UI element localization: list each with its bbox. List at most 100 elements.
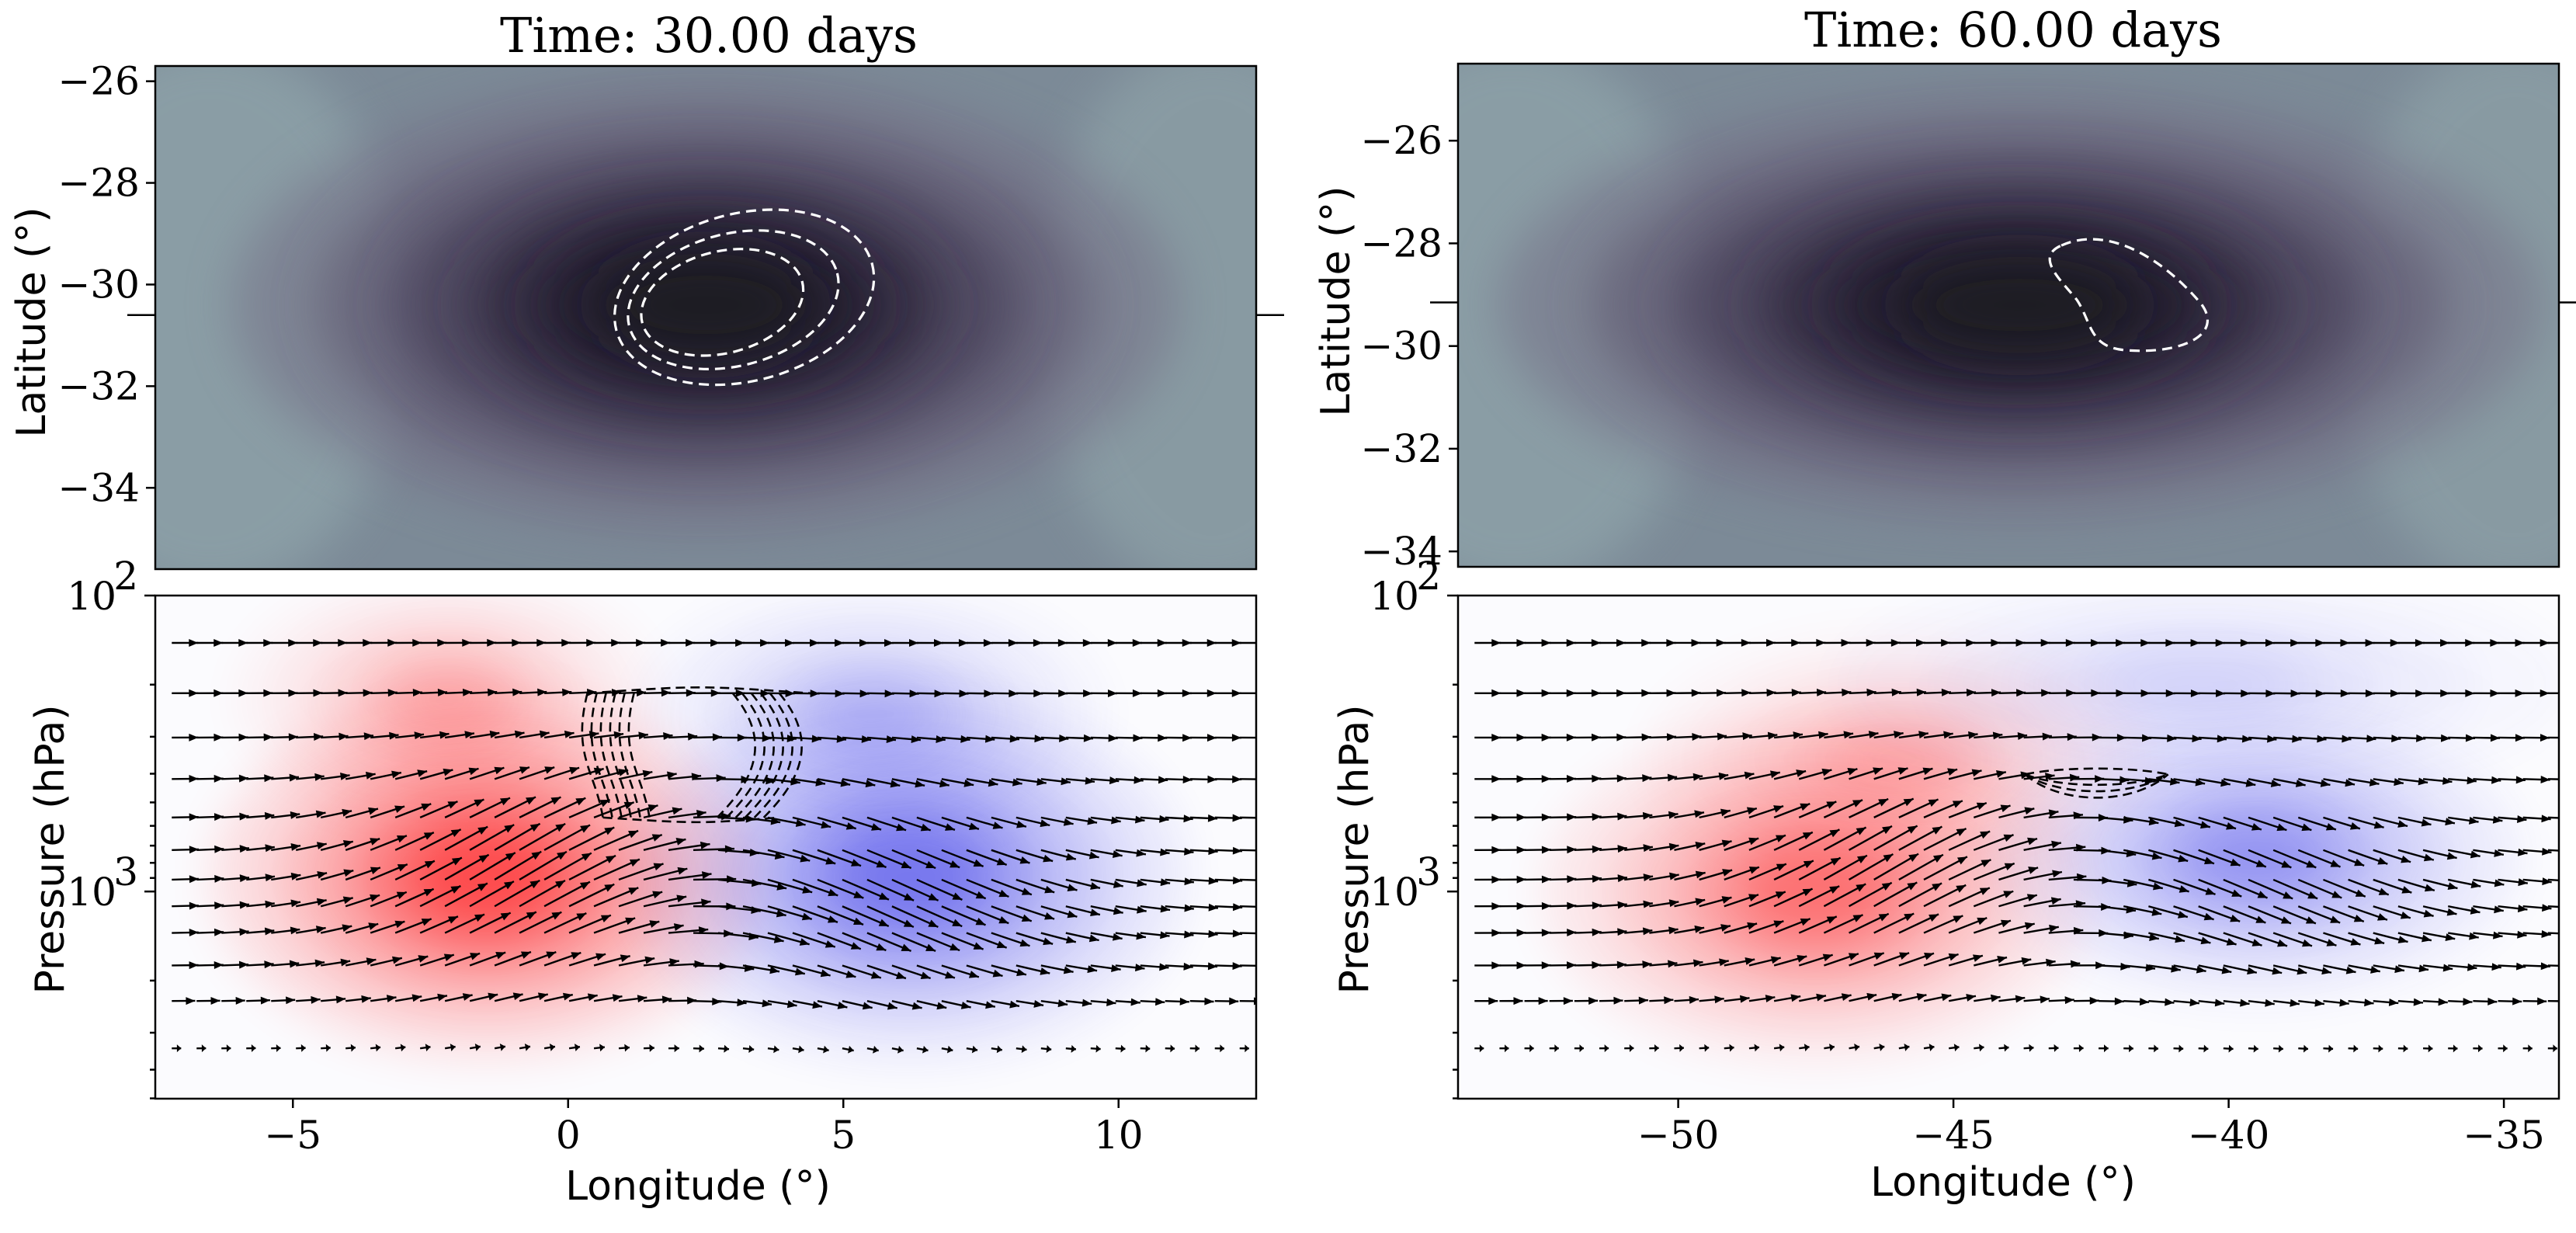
wind-arrow-head — [1829, 829, 1840, 838]
wind-arrow-head — [2026, 894, 2037, 901]
wind-arrow-head — [984, 689, 994, 698]
wind-arrow-head — [1479, 1044, 1484, 1053]
wind-arrow-head — [1513, 997, 1523, 1006]
wind-arrow-head — [375, 1044, 381, 1052]
wind-arrow-head — [512, 688, 522, 696]
wind-arrow-head — [712, 733, 722, 742]
wind-arrow-head — [2540, 638, 2550, 647]
wind-arrow-head — [1516, 846, 1526, 854]
wind-arrow-head — [1137, 879, 1147, 887]
wind-arrow-head — [2339, 999, 2349, 1007]
wind-arrow-shaft — [2547, 878, 2559, 881]
wind-arrow-head — [1695, 898, 1706, 906]
wind-arrow-head — [1897, 767, 1908, 775]
wind-arrow-head — [2401, 886, 2412, 894]
panel-top-left: Time: 30.00 days Latitude (°) −34−32−30−… — [9, 7, 1284, 571]
wind-arrow-head — [884, 639, 894, 648]
wind-arrow-head — [263, 689, 273, 697]
wind-arrow-head — [412, 638, 422, 647]
wind-arrow-head — [2165, 689, 2175, 697]
wind-arrow-head — [2139, 998, 2150, 1006]
wind-arrow-head — [1016, 968, 1026, 977]
wind-arrow-head — [1231, 734, 1241, 742]
wind-arrow-head — [2175, 935, 2185, 943]
wind-arrow-head — [828, 888, 838, 897]
wind-arrow-head — [2562, 997, 2571, 1005]
wind-arrow-head — [512, 638, 522, 647]
wind-arrow-head — [2306, 860, 2317, 868]
wind-arrow-head — [387, 638, 398, 647]
wind-arrow-head — [936, 1002, 947, 1010]
wind-arrow-head — [531, 851, 542, 860]
wind-arrow-head — [1090, 882, 1100, 890]
wind-arrow-head — [1160, 905, 1171, 913]
wind-arrow-head — [451, 857, 462, 866]
wind-arrow-head — [810, 639, 820, 648]
wind-arrow-head — [2301, 823, 2312, 832]
wind-arrow-head — [985, 1001, 995, 1009]
wind-arrow-head — [189, 846, 199, 854]
wind-arrow-head — [1208, 847, 1218, 856]
wind-arrow-head — [2230, 914, 2241, 922]
wind-arrow-head — [524, 1043, 530, 1051]
wind-arrow-head — [2394, 778, 2404, 787]
wind-arrow-head — [1977, 917, 1988, 926]
wind-arrow-head — [1932, 854, 1943, 863]
wind-arrow-head — [1082, 639, 1092, 648]
wind-arrow-head — [2353, 915, 2364, 922]
xtick-label: −35 — [2463, 1113, 2545, 1158]
wind-vectors — [172, 638, 1256, 1054]
wind-arrow-head — [884, 689, 894, 698]
wind-arrow-head — [537, 688, 547, 696]
wind-arrow-head — [2566, 814, 2575, 822]
wind-arrow-head — [350, 1044, 356, 1052]
wind-arrow-head — [1208, 903, 1218, 912]
wind-arrow-head — [2491, 963, 2501, 971]
wind-arrow-head — [2537, 997, 2547, 1006]
wind-arrow-head — [1616, 960, 1626, 969]
wind-arrow-head — [2028, 867, 2039, 874]
wind-arrow-head — [2290, 999, 2300, 1007]
wind-arrow-head — [2330, 860, 2341, 867]
wind-arrow-head — [2418, 777, 2428, 786]
cold-anomaly-layer — [2180, 815, 2332, 897]
axes-frame-bottom-right — [1456, 594, 2560, 1100]
wind-arrow-head — [1208, 929, 1218, 938]
wind-arrow-head — [1044, 885, 1055, 894]
wind-arrow-head — [2230, 858, 2241, 867]
wind-arrow-head — [315, 810, 326, 818]
wind-arrow-head — [2566, 930, 2575, 938]
wind-arrow-head — [2067, 733, 2077, 742]
wind-arrow-head — [2416, 734, 2426, 742]
wind-arrow-head — [239, 874, 250, 883]
wind-arrow-head — [363, 689, 373, 697]
wind-arrow-head — [443, 768, 453, 776]
wind-arrow-head — [2303, 1044, 2308, 1053]
wind-arrow-head — [628, 830, 639, 839]
wind-arrow-head — [1773, 920, 1784, 928]
wind-arrow-head — [2203, 1044, 2209, 1053]
wind-arrow-head — [1968, 731, 1978, 739]
wind-arrow-head — [210, 996, 220, 1005]
contour-line — [734, 692, 775, 818]
wind-arrow-head — [2467, 963, 2477, 971]
wind-arrow-head — [474, 1043, 481, 1051]
wind-arrow-head — [2518, 848, 2528, 856]
wind-arrow-head — [2440, 638, 2450, 647]
wind-arrow-head — [1137, 905, 1147, 914]
wind-arrow-head — [1668, 842, 1679, 851]
wind-arrow-head — [1207, 962, 1218, 971]
wind-arrow-head — [649, 920, 660, 928]
wind-arrow-head — [2021, 957, 2032, 965]
wind-arrow-head — [2290, 689, 2300, 698]
wind-arrow-head — [865, 780, 876, 788]
wind-arrow-head — [950, 943, 960, 951]
wind-arrow-head — [1567, 875, 1577, 884]
wind-arrow-head — [514, 730, 525, 738]
wind-arrow-head — [2517, 930, 2527, 939]
wind-arrow-head — [239, 901, 249, 909]
wind-arrow-head — [686, 689, 696, 697]
wind-arrow-head — [489, 730, 500, 738]
wind-arrow-head — [1133, 734, 1143, 742]
wind-arrow-head — [1891, 688, 1901, 696]
